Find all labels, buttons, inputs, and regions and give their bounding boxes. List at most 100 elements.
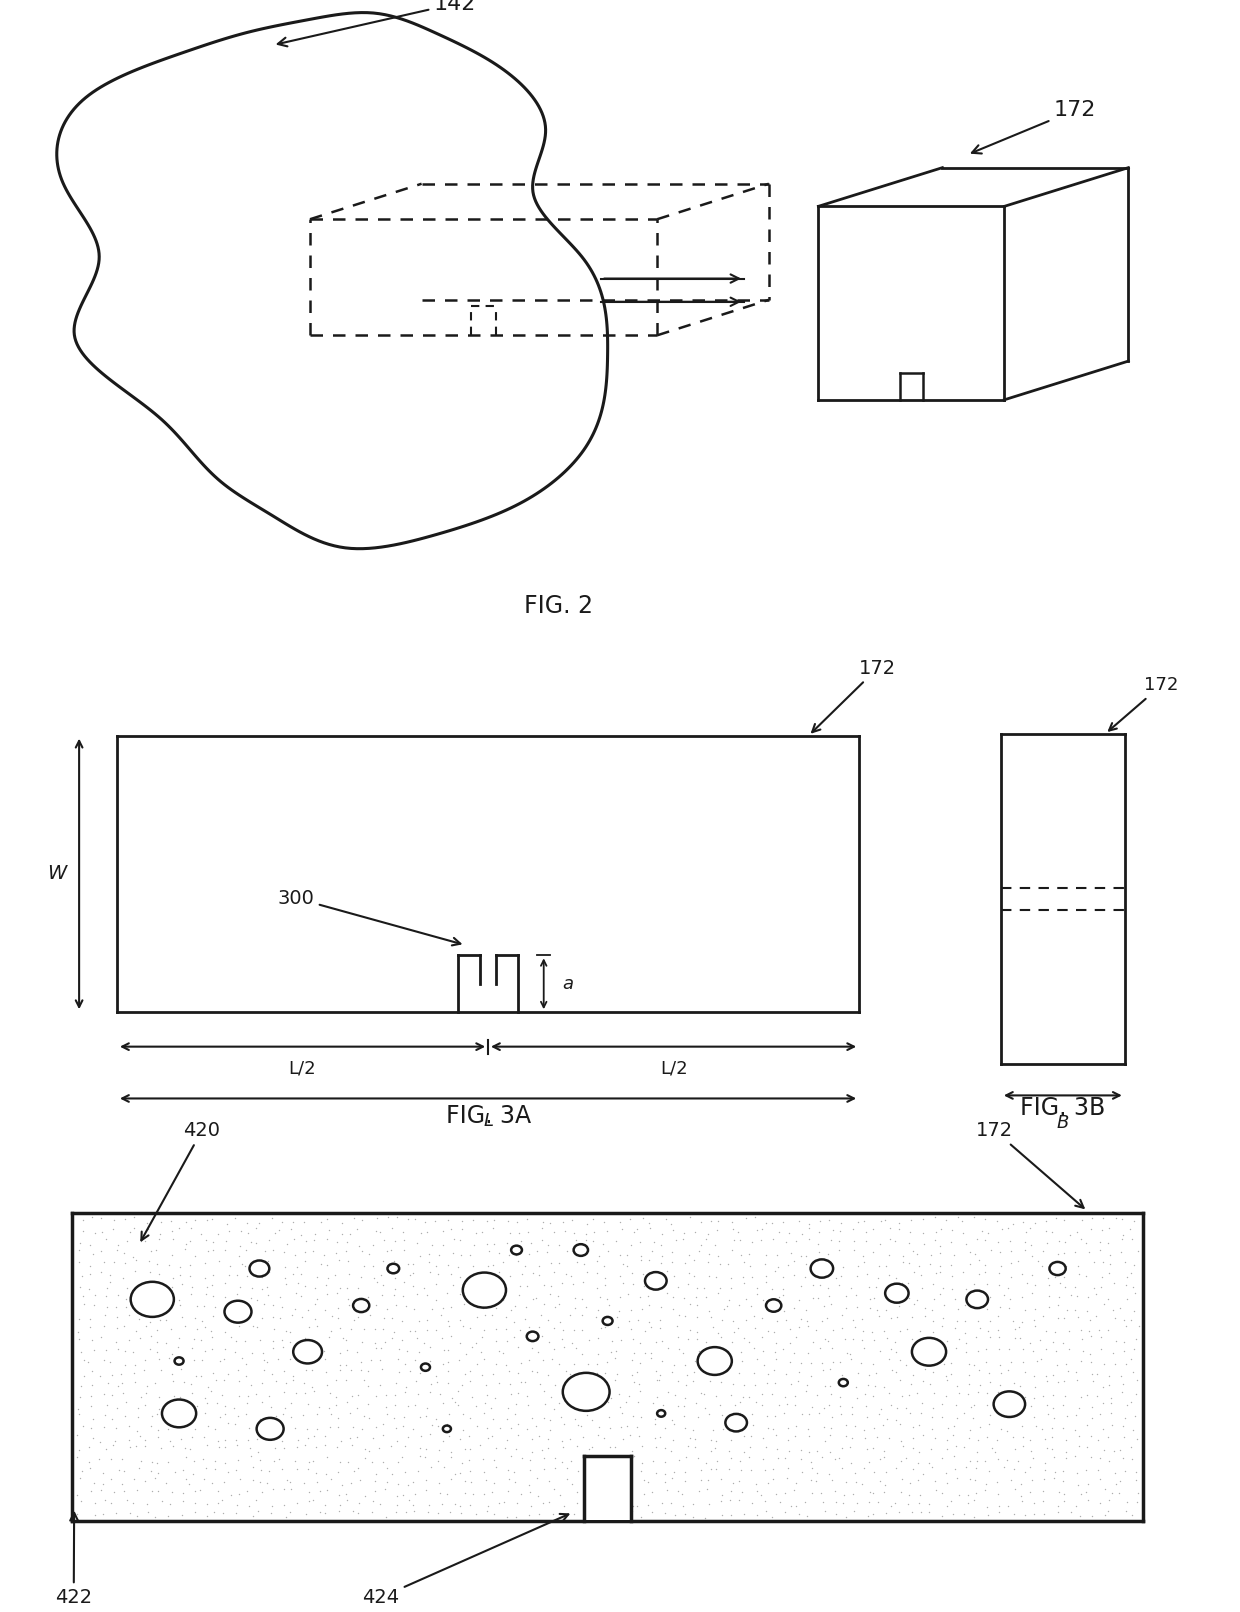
Point [813, 1414, 833, 1440]
Point [145, 1370, 165, 1396]
Point [746, 1390, 766, 1415]
Point [465, 1330, 485, 1356]
Point [577, 1294, 596, 1320]
Point [790, 1209, 810, 1235]
Point [1115, 1404, 1135, 1430]
Point [538, 1232, 558, 1257]
Point [764, 1320, 784, 1346]
Point [465, 1232, 485, 1257]
Point [476, 1372, 496, 1398]
Point [1070, 1502, 1090, 1528]
Point [453, 1372, 472, 1398]
Point [210, 1248, 229, 1273]
Point [119, 1327, 139, 1352]
Point [622, 1402, 642, 1428]
Point [124, 1243, 144, 1269]
Point [440, 1261, 460, 1286]
Point [475, 1264, 495, 1290]
Point [208, 1222, 228, 1248]
Point [739, 1385, 759, 1410]
Point [756, 1370, 776, 1396]
Point [751, 1393, 771, 1419]
Point [1003, 1456, 1023, 1481]
Point [1008, 1248, 1028, 1273]
Point [1104, 1270, 1123, 1296]
Point [79, 1275, 99, 1301]
Point [893, 1243, 913, 1269]
Point [1060, 1222, 1080, 1248]
Point [675, 1415, 694, 1441]
Point [619, 1282, 639, 1307]
Point [355, 1296, 374, 1322]
Point [135, 1346, 155, 1372]
Point [758, 1361, 777, 1386]
Point [1006, 1436, 1025, 1462]
Point [84, 1338, 104, 1364]
Point [997, 1383, 1017, 1409]
Point [578, 1351, 598, 1377]
Point [303, 1357, 322, 1383]
Point [1066, 1359, 1086, 1385]
Point [215, 1270, 234, 1296]
Point [1009, 1373, 1029, 1399]
Point [663, 1217, 683, 1243]
Point [1086, 1282, 1106, 1307]
Point [1128, 1480, 1148, 1506]
Point [651, 1293, 671, 1319]
Point [608, 1304, 627, 1330]
Point [131, 1448, 151, 1473]
Point [71, 1385, 91, 1410]
Point [171, 1427, 191, 1452]
Point [89, 1362, 109, 1388]
Point [451, 1243, 471, 1269]
Point [91, 1323, 110, 1349]
Point [549, 1249, 569, 1275]
Point [227, 1282, 247, 1307]
Point [1033, 1238, 1053, 1264]
Point [885, 1282, 905, 1307]
Point [1044, 1320, 1064, 1346]
Point [181, 1264, 201, 1290]
Point [808, 1285, 828, 1311]
Point [288, 1270, 308, 1296]
Point [744, 1302, 764, 1328]
Point [280, 1320, 300, 1346]
Point [841, 1275, 861, 1301]
Point [847, 1489, 867, 1515]
Point [159, 1346, 179, 1372]
Point [314, 1241, 334, 1267]
Point [501, 1220, 521, 1246]
Point [329, 1406, 348, 1431]
Point [709, 1275, 729, 1301]
Point [247, 1488, 267, 1514]
Point [675, 1304, 694, 1330]
Point [415, 1444, 435, 1470]
Point [919, 1451, 939, 1477]
Point [713, 1340, 733, 1365]
Point [342, 1383, 362, 1409]
Text: L/2: L/2 [660, 1059, 687, 1078]
Point [698, 1351, 718, 1377]
Point [450, 1330, 470, 1356]
Point [944, 1422, 963, 1448]
Point [708, 1449, 728, 1475]
Point [584, 1385, 604, 1410]
Point [1116, 1312, 1136, 1338]
Point [336, 1352, 356, 1378]
Point [789, 1359, 808, 1385]
Point [976, 1206, 996, 1232]
Point [621, 1315, 641, 1341]
Point [157, 1415, 177, 1441]
Point [409, 1404, 429, 1430]
Point [997, 1448, 1017, 1473]
Point [295, 1240, 315, 1265]
Point [910, 1481, 930, 1507]
Point [347, 1456, 367, 1481]
Point [675, 1385, 694, 1410]
Point [1016, 1236, 1035, 1262]
Point [959, 1381, 978, 1407]
Point [263, 1328, 283, 1354]
Point [327, 1459, 347, 1485]
Point [759, 1291, 779, 1317]
Point [215, 1427, 234, 1452]
